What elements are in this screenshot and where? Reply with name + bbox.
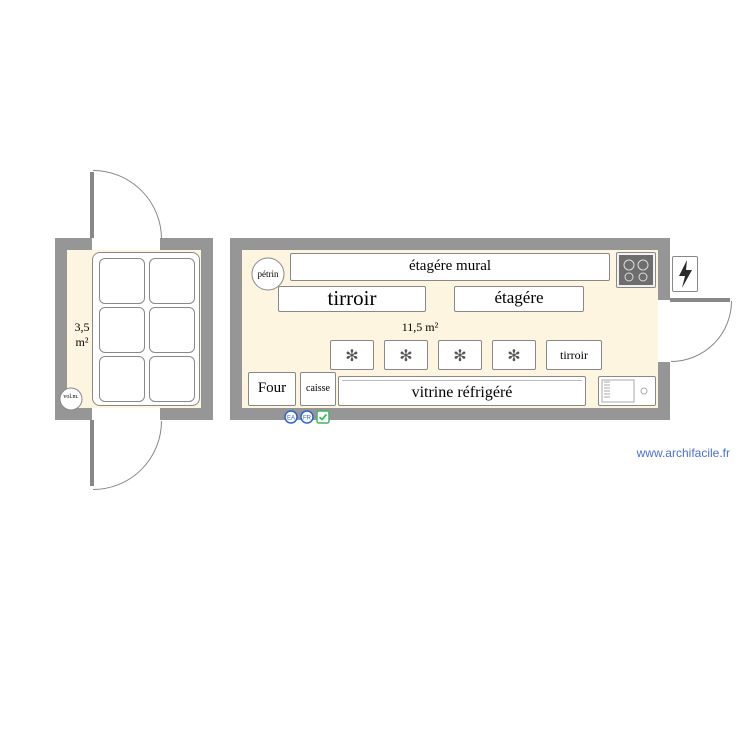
etagere-label: étagére <box>454 288 584 308</box>
vitrine-inner <box>342 380 582 381</box>
svg-text:FR: FR <box>303 416 312 422</box>
petrin-label: pétrin <box>250 269 286 279</box>
left-wall-top-b <box>160 238 213 250</box>
left-wall-bot-b <box>160 408 213 420</box>
sofa-c4 <box>149 307 195 353</box>
footer-link[interactable]: www.archifacile.fr <box>637 446 730 460</box>
volant-label: vol.m. <box>58 394 84 400</box>
sink-icon <box>598 376 656 406</box>
sofa-c5 <box>99 356 145 402</box>
caisse-label: caisse <box>300 383 336 394</box>
bolt-icon <box>672 256 698 292</box>
snowflake-icon-4: ✻ <box>492 346 536 366</box>
sofa-c6 <box>149 356 195 402</box>
badge-fr-icon: FR <box>300 410 314 424</box>
tirroir-big-label: tirroir <box>278 286 426 311</box>
left-wall-top-a <box>55 238 92 250</box>
right-wall-r-b <box>658 362 670 420</box>
right-wall-left <box>230 238 242 420</box>
snowflake-icon-1: ✻ <box>330 346 374 366</box>
left-room-label: 3,5 m² <box>67 320 97 350</box>
right-wall-r-a <box>658 238 670 300</box>
left-door-bot-leaf <box>90 420 94 486</box>
sofa-c3 <box>99 307 145 353</box>
cooktop-icon <box>616 252 656 288</box>
tirroir-small-label: tirroir <box>546 348 602 363</box>
four-label: Four <box>248 380 296 397</box>
sofa-c1 <box>99 258 145 304</box>
svg-text:EA: EA <box>287 416 295 422</box>
right-door-leaf <box>670 298 730 302</box>
badge-ea-icon: EA <box>284 410 298 424</box>
right-wall-top <box>230 238 670 250</box>
vitrine-label: vitrine réfrigéré <box>338 384 586 402</box>
snowflake-icon-2: ✻ <box>384 346 428 366</box>
right-room-label: 11,5 m² <box>390 320 450 335</box>
sofa-c2 <box>149 258 195 304</box>
badge-check-icon <box>316 410 330 424</box>
etagere-mural-label: étagére mural <box>290 258 610 275</box>
left-door-top-leaf <box>90 172 94 238</box>
left-wall-right <box>201 238 213 420</box>
snowflake-icon-3: ✻ <box>438 346 482 366</box>
